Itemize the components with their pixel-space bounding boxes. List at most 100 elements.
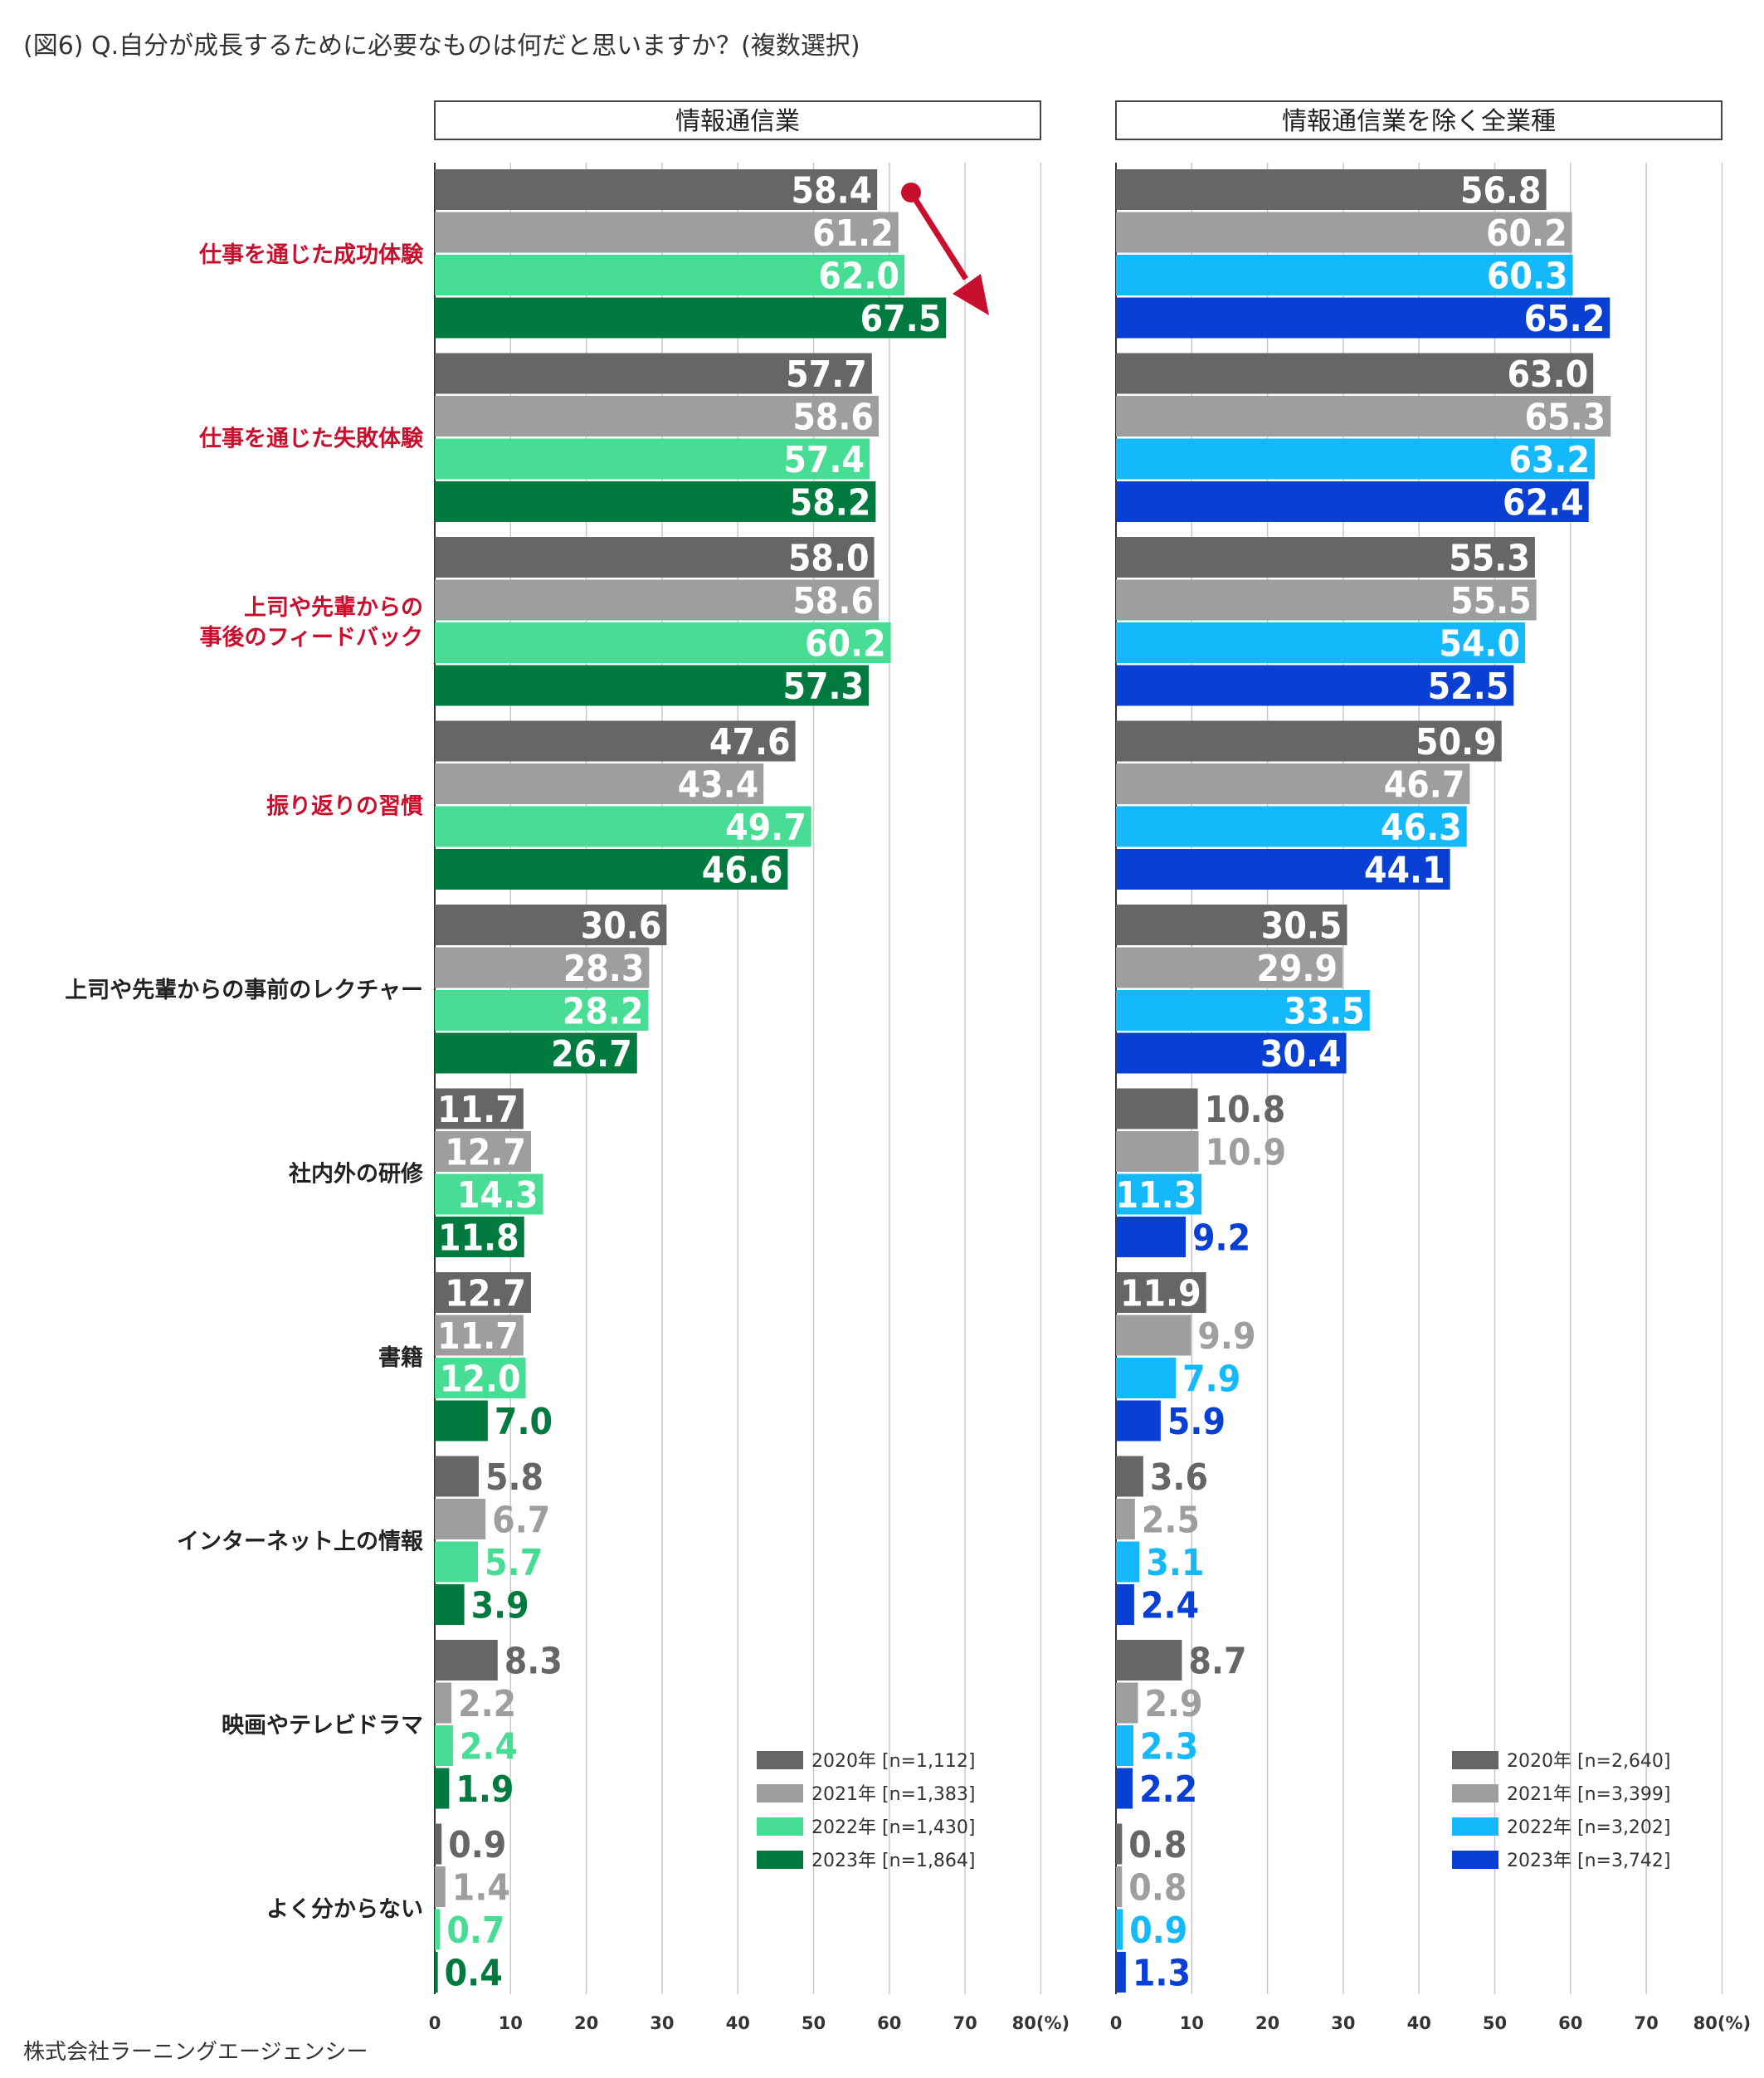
panel-title-box	[1115, 100, 1723, 140]
data-label: 2.4	[1141, 1585, 1199, 1627]
bar	[1116, 1358, 1177, 1398]
data-label: 50.9	[1416, 721, 1497, 763]
bar	[435, 1499, 486, 1539]
data-label: 12.7	[445, 1132, 526, 1174]
bar	[1116, 297, 1611, 339]
data-label: 33.5	[1284, 991, 1365, 1033]
bar	[435, 1541, 479, 1583]
data-label: 14.3	[457, 1174, 538, 1217]
bar	[435, 622, 891, 663]
data-label: 46.6	[702, 850, 783, 892]
bar	[435, 763, 764, 804]
x-tick-label: 80(%)	[1693, 2013, 1751, 2033]
data-label: 5.9	[1167, 1401, 1226, 1443]
data-label: 46.7	[1384, 764, 1465, 807]
panel-title-box	[434, 100, 1041, 140]
x-tick-label: 0	[429, 2013, 441, 2033]
data-label: 47.6	[709, 721, 791, 763]
data-label: 2.2	[458, 1683, 516, 1725]
trend-arrow-head	[953, 274, 989, 315]
bar	[435, 1866, 446, 1907]
data-label: 55.5	[1450, 580, 1532, 622]
data-label: 28.3	[563, 948, 645, 990]
data-label: 56.8	[1460, 170, 1542, 212]
bar	[435, 396, 880, 437]
data-label: 65.2	[1524, 298, 1606, 340]
data-label: 58.6	[792, 580, 874, 622]
category-label: 上司や先輩からの事前のレクチャー	[65, 977, 423, 1003]
x-tick-label: 70	[953, 2013, 977, 2033]
data-label: 1.3	[1133, 1953, 1191, 1995]
data-label: 26.7	[551, 1033, 632, 1076]
data-label: 63.2	[1508, 439, 1590, 481]
data-label: 7.9	[1182, 1359, 1240, 1401]
bar	[1116, 353, 1594, 394]
bar	[1116, 1400, 1161, 1441]
data-label: 10.8	[1205, 1089, 1286, 1131]
bar	[1116, 1768, 1133, 1809]
data-label: 7.0	[495, 1401, 553, 1443]
bar	[1116, 1315, 1191, 1356]
bar	[435, 1272, 531, 1313]
data-label: 1.4	[452, 1867, 510, 1910]
panel-title: 情報通信業を除く全業種	[1282, 107, 1556, 136]
bar	[435, 297, 947, 339]
bar	[435, 1131, 531, 1172]
bar	[435, 1640, 498, 1680]
legend-label: 2022年 [n=3,202]	[1507, 1817, 1671, 1838]
bar	[435, 1725, 453, 1766]
bar	[1116, 481, 1589, 522]
data-label: 58.4	[792, 170, 873, 212]
data-label: 46.3	[1381, 807, 1462, 849]
bar	[1116, 1456, 1143, 1497]
x-tick-label: 10	[499, 2013, 523, 2033]
bar	[435, 579, 880, 621]
bar	[1116, 212, 1572, 253]
data-label: 52.5	[1428, 666, 1509, 708]
data-label: 0.4	[445, 1953, 503, 1995]
x-tick-label: 60	[1558, 2013, 1582, 2033]
bar	[1116, 1499, 1135, 1539]
x-tick-label: 60	[877, 2013, 901, 2033]
bar	[435, 353, 872, 394]
category-label: 上司や先輩からの	[244, 595, 423, 621]
bar	[1116, 1682, 1138, 1724]
category-label: 事後のフィードバック	[200, 625, 423, 651]
data-label: 60.2	[805, 623, 886, 666]
data-label: 0.9	[448, 1824, 506, 1866]
bar	[435, 1173, 543, 1215]
category-label: 社内外の研修	[289, 1161, 424, 1188]
bar	[1116, 438, 1596, 480]
bar	[435, 169, 878, 210]
data-label: 0.8	[1128, 1867, 1187, 1910]
data-label: 3.9	[471, 1585, 529, 1627]
category-label: 仕事を通じた成功体験	[198, 242, 424, 268]
bar	[435, 1456, 479, 1497]
bar	[1116, 169, 1547, 210]
bar	[435, 212, 899, 253]
legend-swatch	[757, 1751, 803, 1769]
bar	[1116, 1725, 1133, 1766]
bar	[435, 1315, 524, 1356]
legend-swatch	[1452, 1851, 1498, 1869]
bar	[1116, 1032, 1347, 1074]
data-label: 11.8	[438, 1217, 519, 1260]
bar	[1116, 622, 1526, 663]
bar	[435, 1088, 524, 1129]
bar	[435, 255, 905, 295]
bar	[1116, 1131, 1199, 1172]
data-label: 11.7	[437, 1315, 519, 1358]
x-tick-label: 40	[726, 2013, 750, 2033]
bar	[435, 665, 870, 706]
data-label: 30.5	[1261, 905, 1342, 948]
data-label: 11.7	[437, 1089, 519, 1131]
data-label: 8.7	[1188, 1641, 1246, 1683]
bar	[435, 806, 811, 847]
bar	[1116, 947, 1342, 988]
bar	[435, 1400, 488, 1441]
data-label: 65.3	[1525, 397, 1606, 439]
data-label: 0.7	[446, 1910, 504, 1952]
panel-title: 情報通信業	[675, 107, 800, 136]
data-label: 61.2	[812, 212, 894, 255]
